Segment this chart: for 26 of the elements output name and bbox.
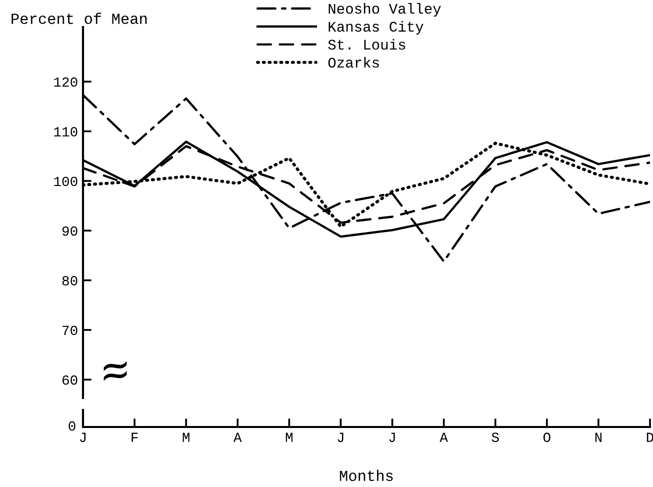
category-label: M — [182, 432, 190, 442]
legend-label: Ozarks — [328, 56, 379, 68]
text: 0 — [68, 421, 76, 431]
category-label: S — [492, 432, 499, 442]
category-label: A — [440, 432, 448, 442]
legend-label: St. Louis — [328, 38, 406, 50]
y-tick-label: 80 — [62, 276, 78, 286]
category-label: D — [646, 432, 653, 442]
category-label: F — [132, 432, 138, 442]
y-tick-label: 90 — [62, 226, 78, 236]
y-tick-label: 60 — [62, 375, 78, 385]
y-axis-title: Percent of Mean — [12, 12, 147, 24]
legend-label: Kansas City — [328, 20, 424, 35]
y-tick-label: 70 — [62, 326, 78, 336]
y-tick-label: 100 — [54, 176, 78, 186]
y-tick-label: 120 — [54, 77, 78, 87]
category-label: N — [595, 432, 602, 442]
category-label: O — [543, 432, 550, 442]
legend-label: Neosho Valley — [328, 3, 441, 17]
category-label: J — [80, 432, 86, 442]
category-label: A — [233, 432, 242, 442]
y-tick-label: 110 — [54, 127, 78, 136]
text: Months — [340, 470, 393, 482]
category-label: M — [286, 432, 292, 442]
category-label: J — [338, 432, 344, 442]
category-label: J — [389, 432, 395, 442]
